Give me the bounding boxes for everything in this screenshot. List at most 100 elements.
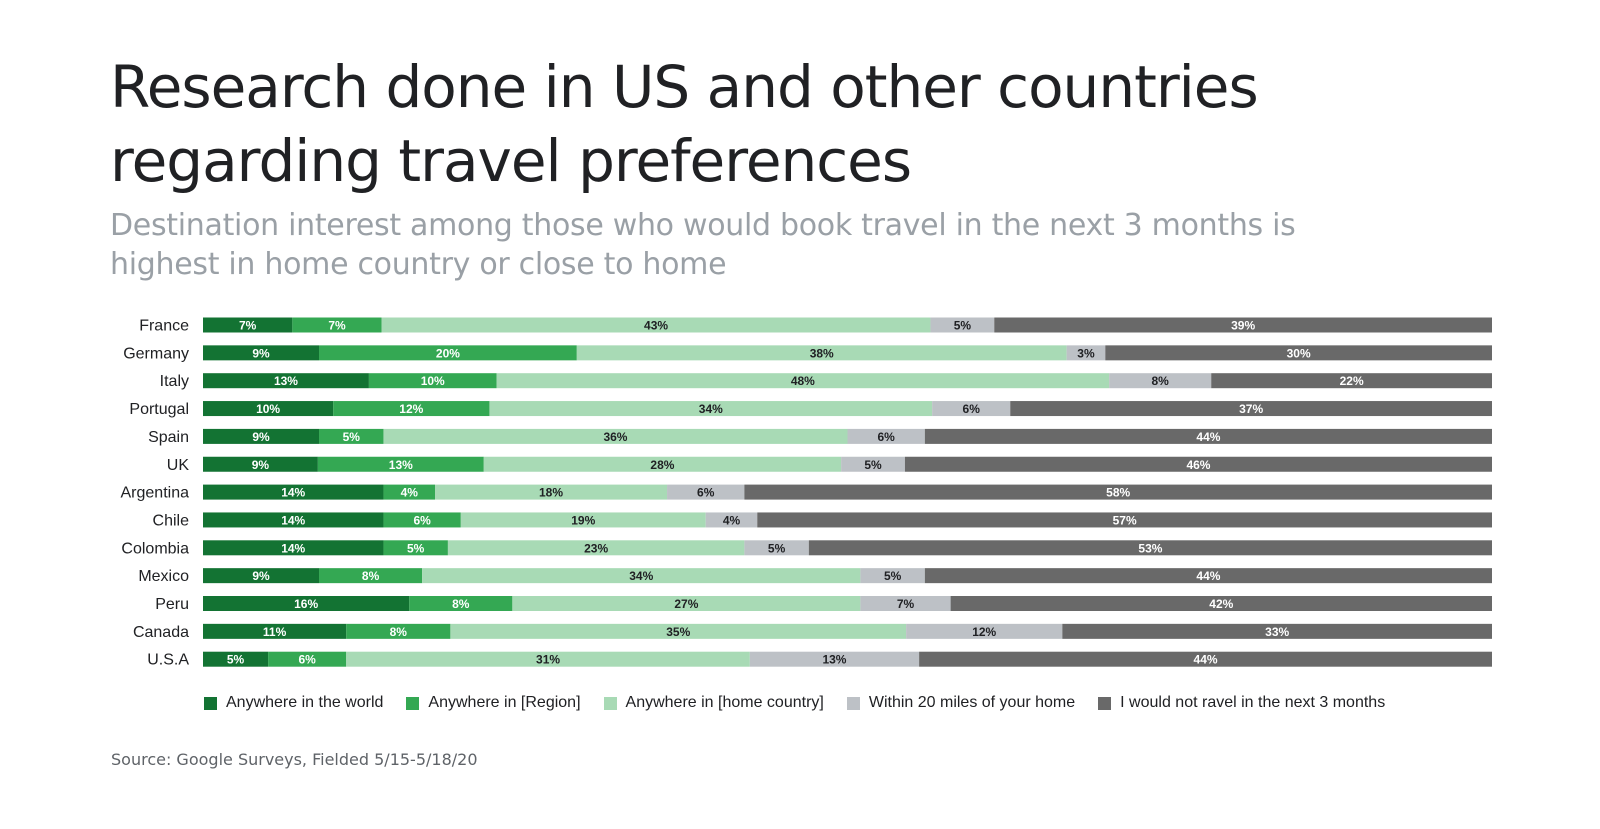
- legend-label: I would not ravel in the next 3 months: [1120, 694, 1386, 711]
- data-label-mexico-s1: 9%: [252, 569, 270, 583]
- bar-segment-u-s-a-s5: [919, 651, 1492, 667]
- bar-segment-italy-s3: [496, 373, 1110, 389]
- data-label-france-s3: 43%: [644, 319, 668, 333]
- bar-segment-colombia-s2: [383, 540, 448, 556]
- category-label-portugal: Portugal: [129, 401, 189, 418]
- data-label-uk-s2: 13%: [389, 458, 413, 472]
- data-label-france-s4: 5%: [954, 319, 972, 333]
- bar-segment-colombia-s5: [808, 540, 1492, 556]
- data-label-italy-s3: 48%: [791, 374, 815, 388]
- bar-segment-colombia-s1: [203, 540, 384, 556]
- data-label-peru-s4: 7%: [897, 597, 915, 611]
- bar-segment-france-s3: [381, 317, 931, 333]
- data-label-germany-s1: 9%: [252, 346, 270, 360]
- data-label-colombia-s4: 5%: [768, 541, 786, 555]
- bar-segment-canada-s5: [1062, 623, 1492, 639]
- category-label-argentina: Argentina: [121, 485, 190, 502]
- legend-label: Anywhere in [Region]: [428, 694, 581, 711]
- bar-segment-peru-s3: [512, 596, 861, 611]
- legend-swatch: [846, 696, 860, 710]
- category-label-peru: Peru: [155, 596, 189, 613]
- bar-segment-germany-s2: [319, 345, 577, 361]
- bar-segment-argentina-s5: [744, 484, 1492, 500]
- data-label-u-s-a-s5: 44%: [1194, 653, 1218, 667]
- data-label-france-s2: 7%: [328, 319, 346, 333]
- bar-segment-mexico-s2: [319, 568, 423, 584]
- bar-segment-chile-s1: [203, 512, 384, 528]
- bar-segment-u-s-a-s1: [203, 651, 269, 667]
- legend-label: Anywhere in [home country]: [625, 694, 824, 711]
- bar-segment-spain-s4: [847, 428, 925, 444]
- bar-segment-argentina-s1: [203, 484, 384, 500]
- data-label-germany-s4: 3%: [1077, 346, 1095, 360]
- data-label-colombia-s3: 23%: [584, 541, 608, 555]
- data-label-spain-s3: 36%: [603, 430, 627, 444]
- data-label-portugal-s2: 12%: [399, 402, 423, 416]
- bar-segment-italy-s1: [203, 373, 369, 389]
- legend-item-5: I would not ravel in the next 3 months: [1098, 694, 1385, 712]
- source-note: Source: Google Surveys, Fielded 5/15-5/1…: [111, 750, 478, 769]
- data-label-peru-s5: 42%: [1209, 597, 1233, 611]
- data-label-france-s1: 7%: [239, 319, 257, 333]
- data-label-chile-s2: 6%: [413, 513, 431, 527]
- bar-segment-peru-s4: [860, 596, 951, 611]
- category-label-germany: Germany: [123, 345, 189, 362]
- bar-segment-mexico-s4: [860, 568, 925, 584]
- data-label-u-s-a-s1: 5%: [227, 653, 245, 667]
- legend-swatch: [406, 696, 420, 710]
- bar-segment-france-s2: [292, 317, 382, 333]
- data-label-uk-s4: 5%: [864, 458, 882, 472]
- legend-swatch: [603, 696, 617, 710]
- category-label-france: France: [139, 318, 189, 335]
- bar-segment-italy-s5: [1211, 373, 1492, 389]
- data-label-colombia-s5: 53%: [1138, 541, 1162, 555]
- bar-segment-germany-s3: [576, 345, 1067, 361]
- data-label-italy-s1: 13%: [274, 374, 298, 388]
- stacked-bar-chart: France 7% 7% 43% 5% 39% Germany 9% 20% 38% 3% 30% It…: [121, 317, 1492, 669]
- data-label-uk-s5: 46%: [1186, 458, 1210, 472]
- data-label-canada-s3: 35%: [666, 625, 690, 639]
- data-label-portugal-s1: 10%: [256, 402, 280, 416]
- bar-segment-argentina-s2: [383, 484, 436, 500]
- bar-segment-canada-s4: [906, 623, 1063, 639]
- bar-segment-germany-s5: [1105, 345, 1492, 361]
- data-label-canada-s5: 33%: [1265, 625, 1289, 639]
- data-label-mexico-s2: 8%: [362, 569, 380, 583]
- bar-segment-portugal-s3: [489, 401, 933, 417]
- data-label-chile-s4: 4%: [723, 513, 741, 527]
- data-label-peru-s1: 16%: [294, 597, 318, 611]
- bar-segment-spain-s3: [383, 428, 848, 444]
- category-label-spain: Spain: [148, 429, 189, 446]
- bar-segment-spain-s5: [924, 428, 1492, 444]
- legend-item-3: Anywhere in [home country]: [603, 694, 824, 712]
- bar-segment-portugal-s4: [932, 401, 1011, 417]
- data-label-france-s5: 39%: [1231, 319, 1255, 333]
- chart-legend: Anywhere in the world Anywhere in [Region…: [204, 694, 1385, 712]
- data-label-colombia-s1: 14%: [281, 541, 305, 555]
- bar-segment-france-s1: [203, 317, 293, 333]
- bar-segment-colombia-s4: [744, 540, 809, 556]
- category-label-colombia: Colombia: [121, 540, 189, 557]
- data-label-canada-s2: 8%: [390, 625, 408, 639]
- data-label-canada-s1: 11%: [263, 625, 287, 639]
- category-label-uk: UK: [167, 457, 190, 474]
- category-label-chile: Chile: [153, 512, 190, 529]
- data-label-germany-s3: 38%: [810, 346, 834, 360]
- category-label-italy: Italy: [160, 373, 189, 390]
- bar-segment-canada-s3: [450, 623, 907, 639]
- data-label-portugal-s3: 34%: [699, 402, 723, 416]
- chart-title: Research done in US and other countries …: [110, 53, 1259, 195]
- data-label-mexico-s3: 34%: [629, 569, 653, 583]
- data-label-portugal-s4: 6%: [963, 402, 981, 416]
- bar-segment-peru-s2: [409, 596, 513, 611]
- bar-segment-uk-s1: [203, 456, 318, 472]
- bar-segment-chile-s4: [705, 512, 758, 528]
- legend-swatch: [1098, 696, 1112, 710]
- bar-segment-portugal-s1: [203, 401, 334, 417]
- bar-segment-mexico-s3: [422, 568, 861, 584]
- category-label-mexico: Mexico: [138, 568, 189, 585]
- bar-segment-spain-s1: [203, 428, 320, 444]
- bar-segment-uk-s4: [841, 456, 905, 472]
- data-label-mexico-s5: 44%: [1196, 569, 1220, 583]
- data-label-u-s-a-s2: 6%: [298, 653, 316, 667]
